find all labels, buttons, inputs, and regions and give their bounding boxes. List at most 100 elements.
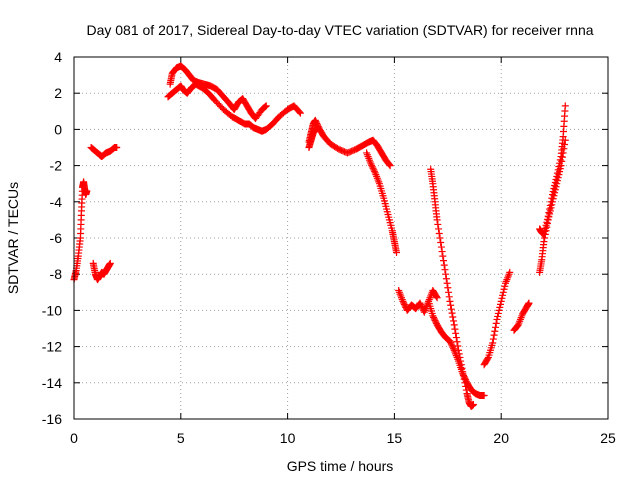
data-point	[296, 109, 304, 117]
data-point	[461, 379, 469, 387]
data-point	[550, 192, 558, 200]
data-point	[561, 140, 569, 148]
data-point	[393, 248, 401, 256]
x-tick-label: 10	[280, 430, 296, 446]
y-tick-label: -16	[42, 411, 62, 427]
data-point	[446, 297, 454, 305]
data-point	[543, 223, 551, 231]
data-point	[558, 157, 566, 165]
data-point	[498, 294, 506, 302]
data-point	[544, 216, 552, 224]
data-point	[469, 401, 477, 409]
x-tick-label: 25	[600, 430, 616, 446]
data-point	[489, 339, 497, 347]
data-point	[543, 220, 551, 228]
data-point	[462, 386, 470, 394]
x-tick-label: 5	[177, 430, 185, 446]
data-point	[438, 248, 446, 256]
data-point	[525, 299, 533, 307]
data-point	[456, 353, 464, 361]
data-point	[455, 350, 463, 358]
data-point	[368, 163, 376, 171]
data-point	[399, 297, 407, 305]
data-point	[547, 204, 555, 212]
data-point	[496, 303, 504, 311]
data-point	[500, 285, 508, 293]
data-point	[497, 297, 505, 305]
data-point	[541, 230, 549, 238]
data-point	[492, 319, 500, 327]
data-point	[370, 166, 378, 174]
data-point	[462, 376, 470, 384]
data-point	[432, 318, 440, 326]
plot-frame	[73, 56, 609, 420]
data-point	[494, 312, 502, 320]
data-point	[560, 145, 568, 153]
data-point	[546, 210, 554, 218]
data-point	[312, 118, 320, 126]
data-point	[489, 335, 497, 343]
data-point	[552, 183, 560, 191]
data-point	[551, 186, 559, 194]
data-point	[441, 266, 449, 274]
data-point	[400, 300, 408, 308]
data-point	[548, 201, 556, 209]
x-tick-label: 20	[493, 430, 509, 446]
data-point	[440, 261, 448, 269]
data-point	[449, 345, 457, 353]
data-point	[113, 144, 121, 151]
data-point	[457, 357, 465, 365]
data-point	[549, 195, 557, 203]
data-point	[553, 177, 561, 185]
data-point	[370, 167, 378, 175]
data-point	[491, 327, 499, 335]
y-axis-label: SDTVAR / TECUs	[5, 182, 21, 294]
y-tick-label: -8	[50, 266, 63, 282]
data-point	[450, 321, 458, 329]
data-point	[261, 103, 269, 111]
data-point	[457, 361, 465, 369]
data-point	[442, 270, 450, 278]
data-point	[554, 174, 562, 182]
data-point	[506, 268, 514, 276]
y-tick-label: -2	[50, 158, 63, 174]
data-point	[561, 102, 569, 110]
data-point	[496, 300, 504, 308]
data-point	[540, 238, 548, 246]
data-point	[447, 340, 455, 348]
data-point	[449, 343, 457, 351]
data-point	[430, 313, 438, 321]
data-point	[449, 313, 457, 321]
data-point	[553, 180, 561, 188]
data-point	[561, 136, 569, 144]
y-tick-label: 2	[54, 85, 62, 101]
x-tick-label: 15	[387, 430, 403, 446]
data-point	[559, 149, 567, 157]
data-point	[541, 227, 549, 235]
data-point	[436, 234, 444, 242]
data-point	[458, 364, 466, 372]
data-point	[447, 301, 455, 309]
data-point	[459, 368, 467, 376]
data-point	[385, 161, 393, 169]
data-point	[493, 315, 501, 323]
data-point	[368, 161, 376, 169]
data-point	[484, 355, 492, 363]
data-point	[400, 299, 408, 307]
data-point	[542, 227, 550, 235]
data-point	[556, 165, 564, 173]
data-point	[262, 102, 270, 110]
data-point	[545, 213, 553, 221]
data-point	[367, 160, 375, 168]
data-point	[437, 239, 445, 247]
data-point	[435, 225, 443, 233]
data-point	[446, 337, 454, 345]
data-point	[442, 275, 450, 283]
data-point	[434, 220, 442, 228]
data-point	[314, 124, 322, 132]
data-point	[448, 309, 456, 317]
data-point	[452, 334, 460, 342]
data-point	[445, 288, 453, 296]
data-point	[452, 329, 460, 337]
